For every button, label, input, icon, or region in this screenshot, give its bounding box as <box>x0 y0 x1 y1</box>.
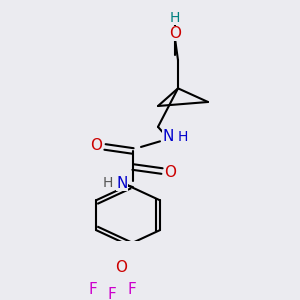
Text: F: F <box>88 282 98 297</box>
Text: F: F <box>108 287 116 300</box>
Text: N: N <box>162 129 174 144</box>
Text: O: O <box>90 138 102 153</box>
Text: O: O <box>169 26 181 41</box>
Text: H: H <box>170 11 180 25</box>
Text: O: O <box>164 165 176 180</box>
Text: H: H <box>178 130 188 143</box>
Text: F: F <box>128 282 136 297</box>
Text: H: H <box>103 176 113 190</box>
Text: O: O <box>115 260 127 275</box>
Text: N: N <box>116 176 128 190</box>
